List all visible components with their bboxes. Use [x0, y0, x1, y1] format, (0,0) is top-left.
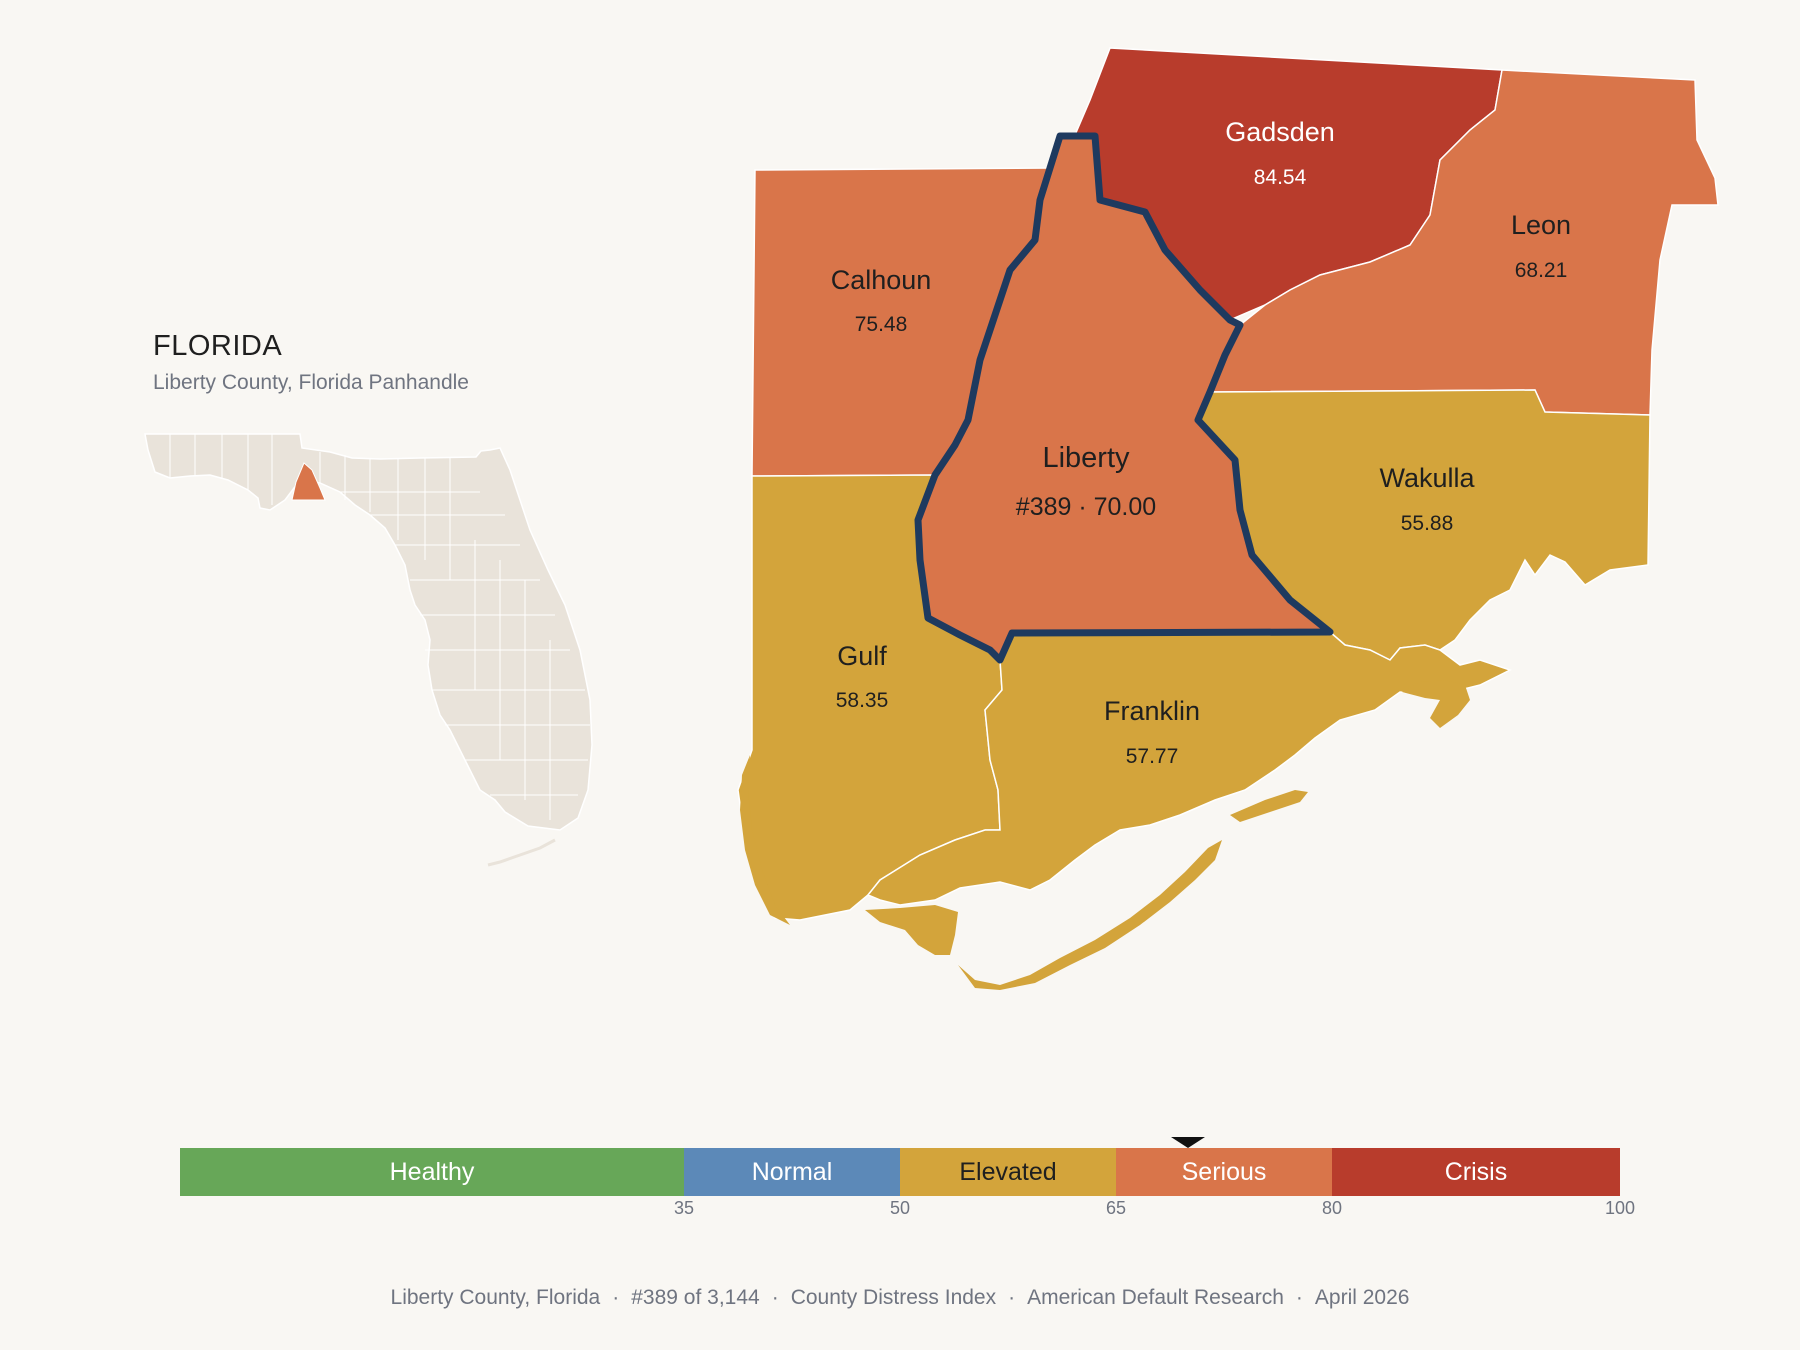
label-calhoun-name: Calhoun — [831, 265, 932, 295]
state-subtitle: Liberty County, Florida Panhandle — [153, 371, 469, 394]
label-gulf-value: 58.35 — [836, 689, 889, 712]
st-vincent-island — [865, 905, 958, 955]
footer-source: American Default Research — [1027, 1286, 1284, 1309]
footer-date: April 2026 — [1314, 1286, 1410, 1309]
liberty-inset-highlight — [291, 462, 326, 501]
legend-tick-80: 80 — [1321, 1198, 1343, 1218]
alligator-point — [1402, 680, 1470, 728]
label-wakulla-value: 55.88 — [1401, 512, 1454, 535]
legend-tick-35: 35 — [673, 1198, 695, 1218]
label-franklin-value: 57.77 — [1126, 745, 1179, 768]
cape-san-blas — [740, 755, 790, 925]
current-value-marker-icon — [1171, 1137, 1205, 1148]
label-franklin-name: Franklin — [1104, 696, 1200, 726]
map-header: FLORIDA Liberty County, Florida Panhandl… — [153, 330, 469, 395]
legend-tick-65: 65 — [1105, 1198, 1127, 1218]
footer-rank: #389 of 3,144 — [631, 1286, 760, 1309]
counties-layer — [737, 47, 1719, 990]
label-leon-name: Leon — [1511, 210, 1571, 240]
county-labels: Gadsden 84.54 Calhoun 75.48 Leon 68.21 L… — [831, 117, 1571, 768]
label-wakulla-name: Wakulla — [1379, 463, 1475, 493]
footer-index: County Distress Index — [790, 1286, 997, 1309]
dog-island — [1230, 790, 1308, 822]
florida-county-lines — [169, 434, 590, 820]
county-franklin[interactable] — [866, 631, 1512, 906]
florida-inset-map — [144, 433, 593, 867]
label-leon-value: 68.21 — [1515, 259, 1568, 282]
legend-segment-crisis: Crisis — [1332, 1148, 1620, 1196]
florida-state-shape — [144, 433, 593, 831]
liberty-highlight-border — [914, 132, 1334, 664]
label-liberty-value: #389 · 70.00 — [1016, 493, 1156, 521]
county-liberty[interactable] — [918, 136, 1330, 660]
label-liberty-name: Liberty — [1042, 442, 1130, 474]
label-gulf-name: Gulf — [837, 641, 887, 671]
label-gadsden-name: Gadsden — [1225, 117, 1335, 147]
legend-segment-serious: Serious — [1116, 1148, 1332, 1196]
legend-segment-normal: Normal — [684, 1148, 900, 1196]
label-calhoun-value: 75.48 — [855, 313, 908, 336]
legend-tick-100: 100 — [1604, 1198, 1636, 1218]
florida-keys — [487, 838, 556, 867]
legend-segment-healthy: Healthy — [180, 1148, 684, 1196]
state-title: FLORIDA — [153, 330, 283, 362]
legend-segment-elevated: Elevated — [900, 1148, 1116, 1196]
footer-location: Liberty County, Florida — [390, 1286, 601, 1309]
distress-legend-bar: Healthy Normal Elevated Serious Crisis — [180, 1148, 1620, 1196]
footer: Liberty County, Florida · #389 of 3,144 · Co… — [390, 1286, 1410, 1309]
label-gadsden-value: 84.54 — [1254, 166, 1307, 189]
legend-tick-50: 50 — [889, 1198, 911, 1218]
